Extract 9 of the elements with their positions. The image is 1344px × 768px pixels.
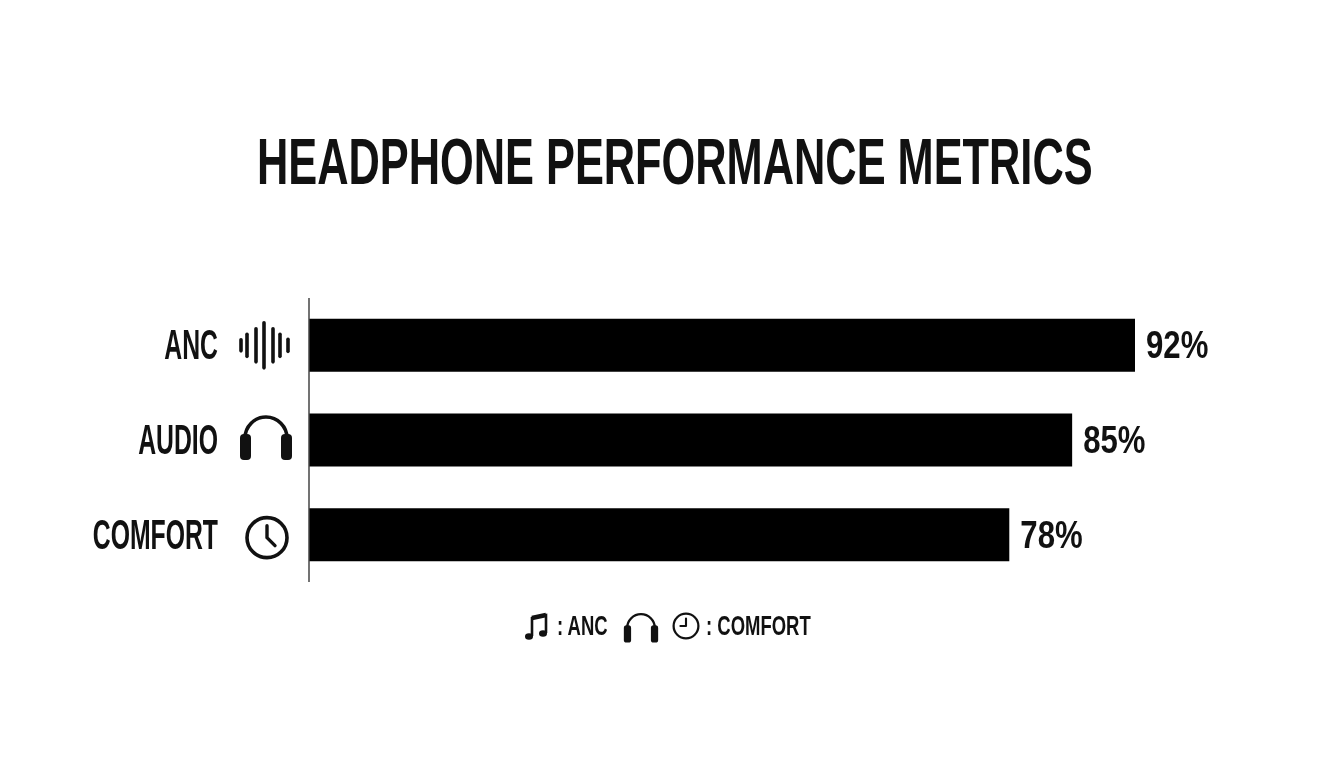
data-label: 92% — [1146, 324, 1209, 366]
y-tick-label: COMFORT — [92, 510, 218, 558]
text: : ANC — [557, 610, 608, 641]
y-tick-label: ANC — [164, 321, 218, 368]
data-label: 78% — [1020, 513, 1083, 556]
y-tick-label: AUDIO — [138, 416, 218, 463]
data-label: 85% — [1083, 419, 1146, 461]
text: : COMFORT — [706, 610, 812, 641]
chart-title: HEADPHONE PERFORMANCE METRICS — [257, 125, 1093, 199]
